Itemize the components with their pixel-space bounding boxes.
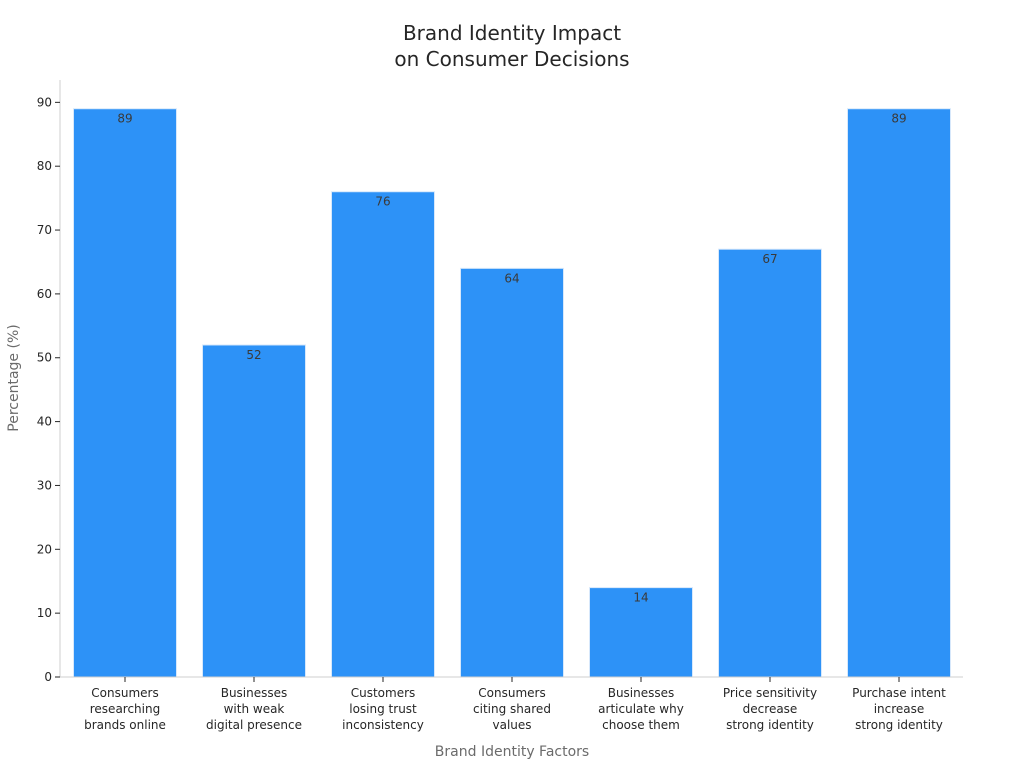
bar-value-label: 89: [117, 112, 132, 126]
y-tick-label: 20: [37, 542, 52, 556]
x-tick-label-line: Customers: [351, 686, 416, 700]
data-labels-group: 89 52 76 64 14 67 89: [117, 112, 906, 605]
x-tick-label-line: Consumers: [91, 686, 158, 700]
x-tick-label-line: with weak: [224, 702, 285, 716]
bar: [718, 248, 822, 678]
x-tick-label-line: choose them: [602, 718, 680, 732]
y-tick-label: 80: [37, 159, 52, 173]
x-tick-label: Purchase intent increase strong identity: [852, 686, 946, 732]
y-tick-label: 90: [37, 95, 52, 109]
x-tick-label: Consumers researching brands online: [84, 686, 166, 732]
y-tick-label: 40: [37, 415, 52, 429]
bar-value-label: 52: [246, 348, 261, 362]
bar-value-label: 89: [891, 112, 906, 126]
y-tick-label: 10: [37, 606, 52, 620]
x-tick-label-line: articulate why: [598, 702, 684, 716]
bars-group: [73, 108, 951, 678]
x-tick-label-line: Consumers: [478, 686, 545, 700]
chart-title-line-2: on Consumer Decisions: [394, 47, 629, 71]
x-tick-label-line: Purchase intent: [852, 686, 946, 700]
x-tick-label-line: digital presence: [206, 718, 302, 732]
bar-value-label: 14: [633, 591, 648, 605]
y-tick-label: 60: [37, 287, 52, 301]
y-tick-label: 30: [37, 478, 52, 492]
y-tick-label: 70: [37, 223, 52, 237]
x-tick-label: Price sensitivity decrease strong identity: [723, 686, 817, 732]
x-tick-label: Businesses articulate why choose them: [598, 686, 684, 732]
x-tick-label-line: Businesses: [221, 686, 288, 700]
y-tick-label: 0: [44, 670, 52, 684]
x-tick-label-line: values: [492, 718, 531, 732]
bar-value-label: 64: [504, 271, 519, 285]
x-tick-label-line: inconsistency: [342, 718, 424, 732]
x-tick-label-line: decrease: [743, 702, 798, 716]
bar: [847, 108, 951, 678]
x-tick-label-line: researching: [90, 702, 160, 716]
x-tick-label-line: citing shared: [473, 702, 551, 716]
bar: [73, 108, 177, 678]
x-axis-title: Brand Identity Factors: [435, 744, 589, 760]
x-axis-ticks: Consumers researching brands online Busines…: [84, 677, 946, 732]
x-tick-label-line: Price sensitivity: [723, 686, 817, 700]
y-axis-ticks: 0 10 20 30 40 50 60 70 80 90: [37, 95, 60, 684]
x-tick-label-line: strong identity: [726, 718, 814, 732]
x-tick-label: Customers losing trust inconsistency: [342, 686, 424, 732]
bar: [331, 191, 435, 678]
y-axis-title: Percentage (%): [6, 324, 22, 431]
x-tick-label-line: increase: [874, 702, 925, 716]
bar-value-label: 76: [375, 195, 390, 209]
x-tick-label-line: strong identity: [855, 718, 943, 732]
x-tick-label-line: Businesses: [608, 686, 675, 700]
x-tick-label-line: losing trust: [349, 702, 417, 716]
bar: [202, 344, 306, 678]
chart-title-line-1: Brand Identity Impact: [403, 21, 621, 45]
x-tick-label: Businesses with weak digital presence: [206, 686, 302, 732]
y-tick-label: 50: [37, 351, 52, 365]
x-tick-label-line: brands online: [84, 718, 166, 732]
bar: [460, 267, 564, 678]
x-tick-label: Consumers citing shared values: [473, 686, 551, 732]
bar-value-label: 67: [762, 252, 777, 266]
bar: [589, 587, 693, 678]
